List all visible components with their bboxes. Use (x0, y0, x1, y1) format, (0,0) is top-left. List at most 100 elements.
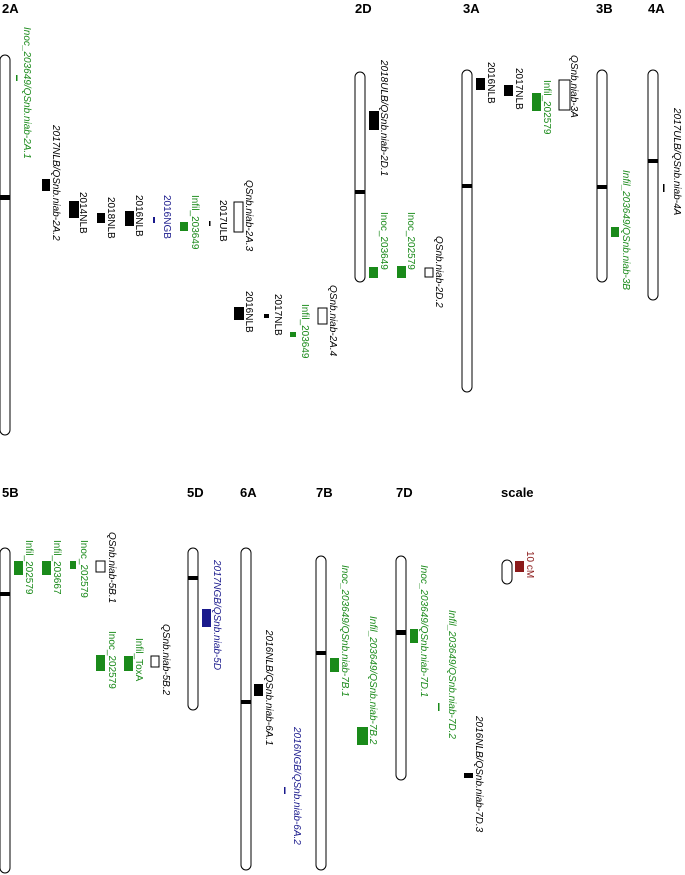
qtl-bar-7D-3 (464, 773, 473, 778)
qtl-label-2A-3: QSnb.niab-2A.3 (243, 180, 254, 252)
qtl-bar-7D-1 (410, 629, 418, 643)
chromosome-5B (0, 547, 11, 874)
qtl-label-5B-2-InfilToxA: Infil_ToxA (133, 638, 144, 682)
centromere-7B (316, 651, 326, 655)
chromosome-2D (354, 71, 366, 283)
qtl-label-2A-2: 2017NLB/QSnb.niab-2A.2 (50, 124, 61, 241)
qtl-label-5B-1: QSnb.niab-5B.1 (106, 532, 117, 603)
panel-title-2A: 2A (2, 1, 19, 16)
qtl-label-2A-3-2016NGB: 2016NGB (161, 195, 172, 239)
qtl-interval-3A (558, 79, 571, 111)
qtl-label-4A: 2017ULB/QSnb.niab-4A (671, 107, 682, 216)
qtl-bar-2A-2 (42, 179, 50, 191)
qtl-bar-2A-4-2017NLB (264, 314, 269, 318)
qtl-label-7B-1: Inoc_203649/QSnb.niab-7B.1 (339, 565, 350, 697)
qtl-bar-5B-1-Infil203667 (42, 561, 51, 575)
qtl-label-2D-1: 2018ULB/QSnb.niab-2D.1 (378, 59, 389, 176)
qtl-label-7D-1: Inoc_203649/QSnb.niab-7D.1 (418, 565, 429, 697)
panel-title-7D: 7D (396, 485, 413, 500)
qtl-label-5D: 2017NGB/QSnb.niab-5D (211, 559, 222, 670)
qtl-label-3A: QSnb.niab-3A (568, 55, 579, 118)
qtl-interval-2A-4 (317, 307, 328, 325)
qtl-bar-4A (663, 184, 665, 192)
qtl-label-2D-2-Inoc202579: Inoc_202579 (405, 212, 416, 270)
qtl-label-3A-2017NLB: 2017NLB (513, 68, 524, 110)
qtl-bar-2D-2-Inoc202579 (397, 266, 406, 278)
qtl-bar-2A-3-Infil (180, 222, 188, 231)
centromere-5B (0, 592, 10, 596)
qtl-bar-7B-2 (357, 727, 368, 745)
qtl-interval-5B-2 (150, 655, 160, 668)
scale-marker (515, 561, 524, 572)
qtl-bar-2A-3-2018NLB (97, 213, 105, 223)
qtl-label-3B: Infil_203649/QSnb.niab-3B (620, 170, 631, 290)
panel-title-3A: 3A (463, 1, 480, 16)
qtl-bar-2D-1 (369, 111, 379, 130)
panel-title-2D: 2D (355, 1, 372, 16)
centromere-5D (188, 576, 198, 580)
qtl-bar-5B-1-Infil202579 (14, 561, 23, 575)
centromere-2D (355, 190, 365, 194)
centromere-3A (462, 184, 472, 188)
qtl-interval-2A-3 (233, 201, 244, 233)
qtl-label-2A-4-Infil: Infil_203649 (299, 304, 310, 359)
qtl-bar-7D-2 (438, 703, 440, 711)
qtl-label-6A-2: 2016NGB/QSnb.niab-6A.2 (291, 726, 302, 845)
centromere-3B (597, 185, 607, 189)
chromosome-7B (315, 555, 327, 871)
qtl-label-5B-1-Infil202579: Infil_202579 (23, 540, 34, 595)
qtl-label-2A-4-2016NLB: 2016NLB (243, 291, 254, 333)
chromosome-3B (596, 69, 608, 283)
chromosome-6A (240, 547, 252, 871)
qtl-bar-2A-4-2016NLB (234, 307, 244, 320)
qtl-label-6A-1: 2016NLB/QSnb.niab-6A.1 (263, 629, 274, 746)
chromosome-7D (395, 555, 407, 781)
qtl-label-5B-1-Infil203667: Infil_203667 (51, 540, 62, 595)
qtl-label-2A-3-2017ULB: 2017ULB (217, 200, 228, 242)
qtl-label-2A-3-Infil: Infil_203649 (189, 195, 200, 250)
qtl-label-7D-2: Infil_203649/QSnb.niab-7D.2 (446, 610, 457, 739)
chromosome-4A (647, 69, 659, 301)
scale-label: 10 cM (524, 551, 535, 578)
qtl-label-2A-1: Inoc_203649/QSnb.niab-2A.1 (21, 27, 32, 159)
qtl-bar-5B-2-InfilToxA (124, 656, 133, 671)
chromosome-3A (461, 69, 473, 393)
qtl-bar-2A-4-Infil (290, 332, 296, 337)
centromere-6A (241, 700, 251, 704)
qtl-bar-5D (202, 609, 211, 627)
qtl-bar-6A-1 (254, 684, 263, 696)
panel-title-7B: 7B (316, 485, 333, 500)
panel-title-scale: scale (501, 485, 534, 500)
qtl-bar-2A-3-2014NLB (69, 201, 79, 218)
qtl-label-2A-3-2014NLB: 2014NLB (77, 192, 88, 234)
qtl-label-5B-2-Inoc202579: Inoc_202579 (106, 631, 117, 689)
qtl-bar-3A-2016NLB (476, 78, 485, 90)
qtl-bar-2A-3-2016NGB (153, 217, 155, 223)
panel-title-3B: 3B (596, 1, 613, 16)
chromosome-5D (187, 547, 199, 711)
chromosome-2A (0, 54, 11, 436)
qtl-label-7D-3: 2016NLB/QSnb.niab-7D.3 (473, 715, 484, 833)
qtl-label-2A-3-2016NLB: 2016NLB (133, 195, 144, 237)
qtl-bar-2D-2-Inoc203649 (369, 267, 378, 278)
qtl-label-5B-1-Inoc202579: Inoc_202579 (78, 540, 89, 598)
centromere-2A (0, 195, 10, 200)
panel-title-5B: 5B (2, 485, 19, 500)
scale-bar (501, 559, 513, 585)
qtl-label-3A-2016NLB: 2016NLB (485, 62, 496, 104)
qtl-bar-3B (611, 227, 619, 237)
qtl-label-2D-2: QSnb.niab-2D.2 (433, 236, 444, 308)
qtl-label-2A-3-2018NLB: 2018NLB (105, 197, 116, 239)
qtl-bar-5B-1-Inoc202579 (70, 561, 76, 569)
qtl-bar-7B-1 (330, 658, 339, 672)
qtl-bar-6A-2 (284, 787, 286, 794)
qtl-bar-2A-1 (16, 75, 18, 81)
qtl-label-7B-2: Infil_203649/QSnb.niab-7B.2 (367, 616, 378, 745)
qtl-interval-5B-1 (95, 560, 106, 573)
qtl-bar-2A-3-2017ULB (209, 221, 211, 226)
qtl-label-5B-2: QSnb.niab-5B.2 (160, 624, 171, 696)
qtl-label-2A-4-2017NLB: 2017NLB (272, 294, 283, 336)
qtl-label-2D-2-Inoc203649: Inoc_203649 (378, 212, 389, 270)
qtl-label-3A-Infil: Infil_202579 (541, 80, 552, 135)
